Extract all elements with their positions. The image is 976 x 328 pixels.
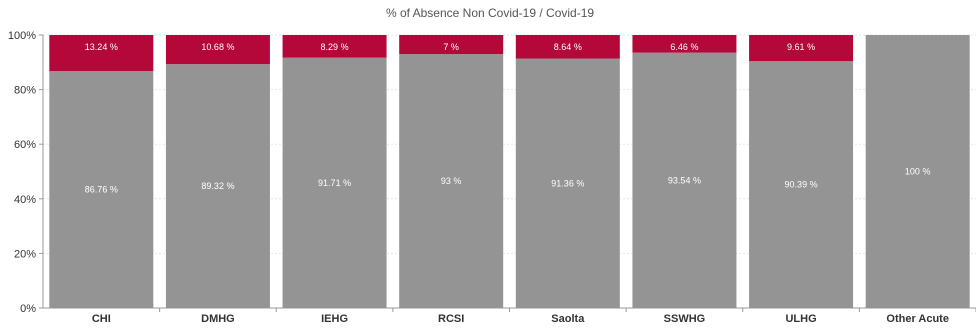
bar-segment bbox=[282, 35, 387, 58]
x-tick-label: ULHG bbox=[785, 313, 816, 325]
y-tick-label: 40% bbox=[14, 194, 36, 206]
data-label: 100 % bbox=[905, 167, 931, 177]
bar-segment bbox=[165, 64, 270, 308]
data-labels: 86.76 % 13.24 % 89.32 % 10.68 % 91.71 % 8.29 … bbox=[85, 42, 931, 195]
bar-segment bbox=[49, 35, 154, 72]
data-label: 8.29 % bbox=[321, 42, 349, 52]
bar-segment bbox=[865, 35, 970, 308]
x-tick-label: CHI bbox=[92, 313, 111, 325]
bar-segment bbox=[749, 35, 854, 62]
y-tick-label: 20% bbox=[14, 248, 36, 260]
x-tick-label: Saolta bbox=[551, 313, 585, 325]
y-tick-label: 100% bbox=[8, 30, 36, 42]
x-tick-label: SSWHG bbox=[664, 313, 706, 325]
x-tick-label: IEHG bbox=[321, 313, 348, 325]
x-tick-label: Other Acute bbox=[886, 313, 949, 325]
bar-segment bbox=[165, 35, 270, 65]
bar-segment bbox=[399, 35, 504, 55]
bar-segment bbox=[282, 57, 387, 308]
data-label: 91.71 % bbox=[318, 178, 351, 188]
axes: 0% 20% 40% 60% 80% 100% CHI DMHG IEHG RCSI Saolta S… bbox=[8, 30, 976, 325]
data-label: 91.36 % bbox=[551, 178, 584, 188]
data-label: 9.61 % bbox=[787, 42, 815, 52]
y-tick-label: 60% bbox=[14, 139, 36, 151]
bars bbox=[49, 35, 970, 309]
bar-segment bbox=[515, 58, 620, 308]
data-label: 93.54 % bbox=[668, 175, 701, 185]
chart-title: % of Absence Non Covid-19 / Covid-19 bbox=[386, 6, 594, 20]
bar-segment bbox=[749, 61, 854, 309]
data-label: 90.39 % bbox=[785, 180, 818, 190]
data-label: 13.24 % bbox=[85, 42, 118, 52]
x-tick-label: RCSI bbox=[438, 313, 464, 325]
data-label: 6.46 % bbox=[670, 42, 698, 52]
bar-segment bbox=[632, 52, 737, 308]
data-label: 7 % bbox=[443, 42, 459, 52]
bar-segment bbox=[399, 54, 504, 308]
data-label: 86.76 % bbox=[85, 185, 118, 195]
data-label: 8.64 % bbox=[554, 42, 582, 52]
x-tick-label: DMHG bbox=[201, 313, 235, 325]
y-tick-label: 0% bbox=[20, 303, 36, 315]
bar-segment bbox=[515, 35, 620, 59]
bar-segment bbox=[49, 71, 154, 308]
y-tick-label: 80% bbox=[14, 85, 36, 97]
bar-segment bbox=[632, 35, 737, 53]
data-label: 93 % bbox=[441, 176, 462, 186]
data-label: 89.32 % bbox=[201, 181, 234, 191]
data-label: 10.68 % bbox=[201, 42, 234, 52]
